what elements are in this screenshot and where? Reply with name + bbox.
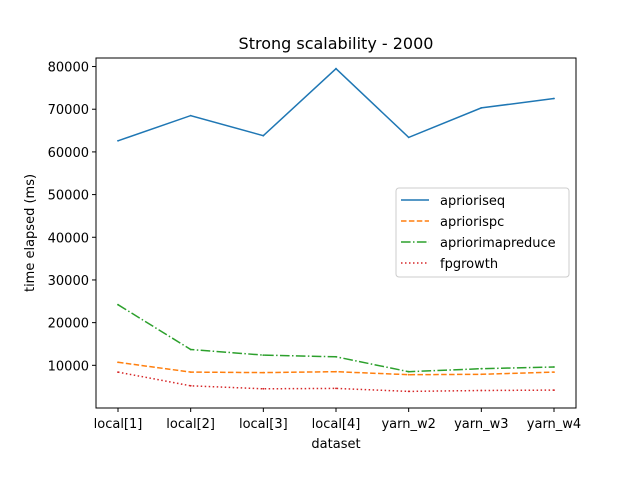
data-point-apriorispc <box>480 373 483 376</box>
data-point-fpgrowth <box>189 384 192 387</box>
x-tick-label: yarn_w2 <box>381 417 435 432</box>
series-line-apriorimapreduce <box>117 304 555 373</box>
chart-title: Strong scalability - 2000 <box>239 34 434 53</box>
data-point-aprioriseq <box>407 136 410 139</box>
data-point-fpgrowth <box>480 389 483 392</box>
data-point-apriorispc <box>117 361 119 364</box>
data-point-fpgrowth <box>335 387 337 390</box>
legend-label-apriorispc: apriorispc <box>440 215 504 230</box>
legend-label-apriorimapreduce: apriorimapreduce <box>440 236 556 251</box>
data-point-apriorispc <box>335 370 337 373</box>
axes: local[1] local[2] local[3] local[4] yarn_w2 y… <box>48 61 582 432</box>
data-point-apriorimapreduce <box>335 355 337 358</box>
data-point-apriorispc <box>189 371 192 373</box>
x-tick-label: yarn_w3 <box>454 417 508 432</box>
legend-label-fpgrowth: fpgrowth <box>440 257 498 272</box>
data-point-aprioriseq <box>189 114 192 117</box>
data-point-fpgrowth <box>407 390 410 393</box>
data-point-apriorispc <box>553 371 555 373</box>
data-point-apriorimapreduce <box>480 367 483 370</box>
data-point-fpgrowth <box>553 389 555 391</box>
plot-area-frame <box>95 57 577 409</box>
data-point-aprioriseq <box>335 67 337 70</box>
x-axis-label: dataset <box>311 437 360 452</box>
legend-frame <box>395 187 570 278</box>
legend-label-aprioriseq: aprioriseq <box>440 194 505 209</box>
data-point-aprioriseq <box>262 134 265 137</box>
y-tick-label: 10000 <box>48 359 89 374</box>
data-point-aprioriseq <box>480 107 483 109</box>
data-point-apriorimapreduce <box>553 366 555 368</box>
y-axis-label: time elapsed (ms) <box>23 174 38 292</box>
y-tick-label: 50000 <box>48 189 89 204</box>
data-point-apriorimapreduce <box>189 348 192 351</box>
data-point-apriorimapreduce <box>407 370 410 373</box>
legend: aprioriseq apriorispc apriorimapreduce fpgr… <box>395 187 570 278</box>
x-tick-label: local[1] <box>94 417 143 432</box>
y-tick-label: 70000 <box>48 103 89 118</box>
x-tick-label: yarn_w4 <box>527 417 581 432</box>
y-tick-label: 80000 <box>48 61 89 76</box>
data-point-fpgrowth <box>117 371 119 373</box>
data-point-apriorimapreduce <box>117 303 119 306</box>
y-tick-label: 40000 <box>48 231 89 246</box>
x-tick-label: local[4] <box>312 417 361 432</box>
data-point-fpgrowth <box>262 387 265 390</box>
data-point-apriorimapreduce <box>262 354 265 356</box>
data-point-apriorispc <box>407 373 410 376</box>
x-tick-label: local[3] <box>239 417 288 432</box>
y-tick-label: 20000 <box>48 317 89 332</box>
y-tick-label: 30000 <box>48 274 89 289</box>
x-tick-label: local[2] <box>166 417 215 432</box>
series-lines <box>117 67 555 393</box>
series-line-aprioriseq <box>117 67 555 142</box>
data-point-aprioriseq <box>553 97 555 100</box>
data-point-aprioriseq <box>117 139 119 142</box>
y-tick-label: 60000 <box>48 146 89 161</box>
data-point-apriorispc <box>262 371 265 374</box>
